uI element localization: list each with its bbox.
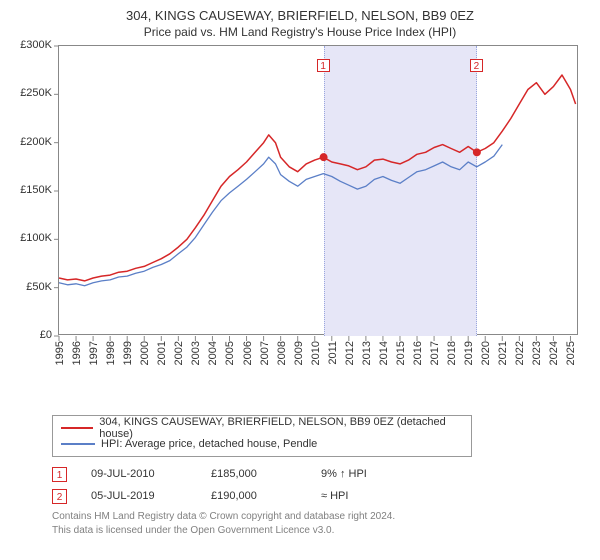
x-tick-label: 1999 (122, 341, 134, 365)
footer-attribution: Contains HM Land Registry data © Crown c… (52, 511, 588, 537)
transaction-vs-hpi: 9% ↑ HPI (321, 468, 421, 480)
x-tick-label: 2003 (190, 341, 202, 365)
x-tick-label: 2002 (173, 341, 185, 365)
legend-label: 304, KINGS CAUSEWAY, BRIERFIELD, NELSON,… (99, 416, 463, 440)
y-tick-label: £200K (20, 136, 52, 148)
transaction-row-marker: 2 (52, 489, 67, 504)
x-tick-label: 2012 (344, 341, 356, 365)
plot-region: 12 (58, 45, 578, 335)
transaction-marker: 2 (470, 59, 483, 72)
x-tick-label: 2014 (378, 341, 390, 365)
plot-svg (59, 46, 579, 336)
x-tick-label: 2011 (327, 341, 339, 365)
y-tick-label: £50K (26, 281, 52, 293)
x-tick-label: 2000 (139, 341, 151, 365)
x-tick-label: 2022 (514, 341, 526, 365)
title-block: 304, KINGS CAUSEWAY, BRIERFIELD, NELSON,… (12, 8, 588, 39)
chart-plot-area: 12£0£50K£100K£150K£200K£250K£300K1995199… (12, 45, 588, 375)
transaction-dot (473, 148, 481, 156)
x-tick-label: 2025 (565, 341, 577, 365)
x-tick-label: 1997 (88, 341, 100, 365)
x-tick-label: 2016 (412, 341, 424, 365)
x-tick-label: 2023 (531, 341, 543, 365)
transaction-dot (320, 153, 328, 161)
x-tick-label: 2007 (259, 341, 271, 365)
y-tick-label: £300K (20, 39, 52, 51)
transaction-vs-hpi: ≈ HPI (321, 490, 421, 502)
x-tick-label: 1998 (105, 341, 117, 365)
x-tick-label: 1996 (71, 341, 83, 365)
y-tick-label: £0 (40, 329, 52, 341)
legend-entry: 304, KINGS CAUSEWAY, BRIERFIELD, NELSON,… (61, 420, 463, 436)
legend-swatch (61, 427, 93, 429)
transaction-date: 09-JUL-2010 (91, 468, 211, 480)
x-tick-label: 2001 (156, 341, 168, 365)
x-tick-label: 2017 (429, 341, 441, 365)
transaction-price: £185,000 (211, 468, 321, 480)
x-tick-label: 2021 (497, 341, 509, 365)
series-line (59, 75, 576, 281)
transaction-row-marker: 1 (52, 467, 67, 482)
transaction-date: 05-JUL-2019 (91, 490, 211, 502)
y-tick-label: £150K (20, 184, 52, 196)
transaction-row: 1 09-JUL-2010£185,0009% ↑ HPI (52, 463, 588, 485)
x-tick-label: 2024 (548, 341, 560, 365)
transaction-row: 2 05-JUL-2019£190,000≈ HPI (52, 485, 588, 507)
x-tick-label: 2004 (207, 341, 219, 365)
x-tick-label: 2019 (463, 341, 475, 365)
x-tick-label: 2015 (395, 341, 407, 365)
chart-container: 304, KINGS CAUSEWAY, BRIERFIELD, NELSON,… (0, 0, 600, 560)
y-tick-label: £100K (20, 232, 52, 244)
x-tick-label: 2018 (446, 341, 458, 365)
x-tick-label: 2005 (224, 341, 236, 365)
footer-line-1: Contains HM Land Registry data © Crown c… (52, 511, 588, 524)
x-tick-label: 2010 (310, 341, 322, 365)
legend-label: HPI: Average price, detached house, Pend… (101, 438, 317, 450)
transaction-price: £190,000 (211, 490, 321, 502)
x-tick-label: 2009 (293, 341, 305, 365)
series-line (59, 145, 502, 286)
x-tick-label: 1995 (54, 341, 66, 365)
x-tick-label: 2008 (276, 341, 288, 365)
chart-subtitle: Price paid vs. HM Land Registry's House … (12, 25, 588, 39)
legend: 304, KINGS CAUSEWAY, BRIERFIELD, NELSON,… (52, 415, 472, 457)
x-tick-label: 2013 (361, 341, 373, 365)
y-tick-label: £250K (20, 87, 52, 99)
chart-title: 304, KINGS CAUSEWAY, BRIERFIELD, NELSON,… (12, 8, 588, 23)
transaction-marker: 1 (317, 59, 330, 72)
legend-swatch (61, 443, 95, 445)
x-tick-label: 2020 (480, 341, 492, 365)
x-tick-label: 2006 (242, 341, 254, 365)
footer-line-2: This data is licensed under the Open Gov… (52, 525, 588, 538)
transactions-table: 1 09-JUL-2010£185,0009% ↑ HPI 2 05-JUL-2019… (52, 463, 588, 507)
